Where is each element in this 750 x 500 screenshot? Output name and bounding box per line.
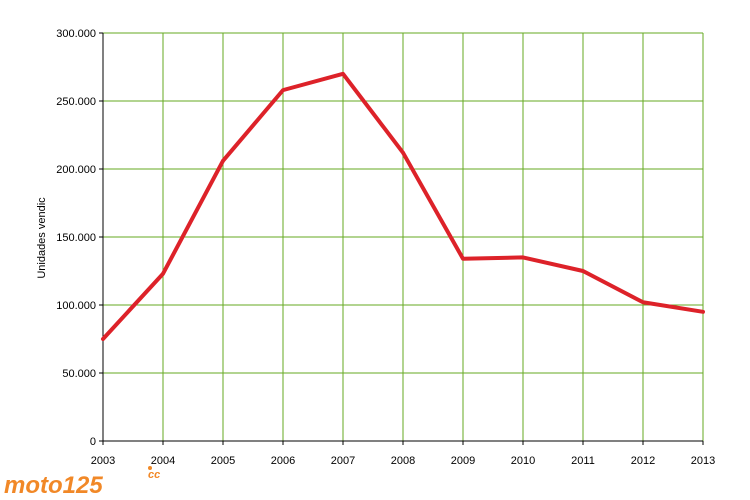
- y-tick-label: 300.000: [56, 28, 96, 40]
- x-tick-label: 2004: [151, 455, 175, 467]
- x-tick-label: 2006: [271, 455, 295, 467]
- grid-lines: [103, 32, 704, 441]
- y-tick-label: 0: [90, 436, 96, 448]
- watermark-logo: moto125 cc: [4, 466, 160, 499]
- y-tick-label: 100.000: [56, 300, 96, 312]
- x-tick-label: 2009: [451, 455, 475, 467]
- x-tick-labels: 2003 2004 2005 2006 2007 2008 2009 2010 2011 2012…: [91, 455, 715, 467]
- series-group: [101, 71, 705, 341]
- axes: [99, 32, 704, 445]
- y-tick-label: 250.000: [56, 96, 96, 108]
- x-tick-label: 2007: [331, 455, 355, 467]
- y-tick-label: 150.000: [56, 232, 96, 244]
- x-tick-label: 2013: [691, 455, 715, 467]
- x-tick-label: 2008: [391, 455, 415, 467]
- x-tick-label: 2012: [631, 455, 655, 467]
- x-tick-label: 2003: [91, 455, 115, 467]
- series-line: [101, 71, 705, 341]
- y-tick-label: 200.000: [56, 164, 96, 176]
- y-axis-label: Unidades vendic: [36, 197, 48, 279]
- svg-text:moto125: moto125: [4, 472, 103, 499]
- x-tick-label: 2011: [571, 455, 595, 467]
- x-tick-label: 2010: [511, 455, 535, 467]
- y-tick-labels: 0 50.000 100.000 150.000 200.000 250.000 300.0…: [56, 28, 96, 448]
- x-tick-label: 2005: [211, 455, 235, 467]
- y-tick-label: 50.000: [62, 368, 96, 380]
- svg-text:cc: cc: [148, 469, 160, 481]
